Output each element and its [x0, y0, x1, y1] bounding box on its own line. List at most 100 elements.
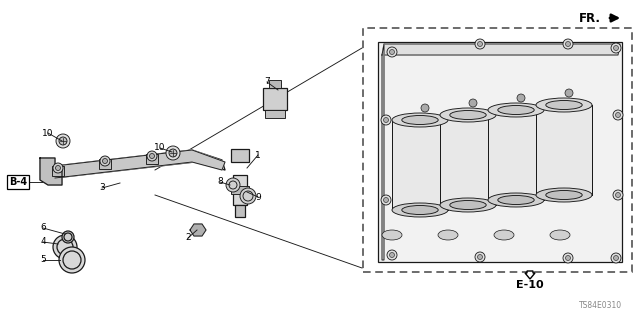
- Circle shape: [517, 94, 525, 102]
- Circle shape: [563, 253, 573, 263]
- Bar: [233, 175, 247, 205]
- Ellipse shape: [488, 193, 544, 207]
- Circle shape: [56, 134, 70, 148]
- Ellipse shape: [550, 230, 570, 240]
- FancyArrow shape: [525, 271, 535, 279]
- Circle shape: [613, 190, 623, 200]
- Polygon shape: [382, 44, 384, 260]
- Text: 3: 3: [99, 183, 105, 192]
- Ellipse shape: [494, 230, 514, 240]
- Circle shape: [381, 115, 391, 125]
- Text: 5: 5: [40, 256, 46, 264]
- Bar: [146, 154, 158, 164]
- Polygon shape: [40, 158, 62, 185]
- Circle shape: [390, 253, 394, 257]
- Circle shape: [477, 41, 483, 47]
- Ellipse shape: [402, 205, 438, 214]
- Circle shape: [102, 159, 108, 164]
- Bar: [231, 149, 249, 162]
- Circle shape: [387, 47, 397, 57]
- Text: 4: 4: [40, 238, 46, 247]
- Ellipse shape: [546, 190, 582, 199]
- Bar: [265, 110, 285, 118]
- Circle shape: [616, 192, 621, 197]
- Circle shape: [59, 247, 85, 273]
- Circle shape: [166, 146, 180, 160]
- Circle shape: [613, 110, 623, 120]
- Ellipse shape: [450, 110, 486, 120]
- Ellipse shape: [440, 198, 496, 212]
- Bar: [378, 42, 622, 262]
- Polygon shape: [190, 224, 206, 236]
- Text: 2: 2: [185, 234, 191, 242]
- Circle shape: [100, 156, 110, 166]
- Text: FR.: FR.: [579, 11, 601, 25]
- Circle shape: [59, 137, 67, 145]
- Circle shape: [566, 256, 570, 261]
- Ellipse shape: [536, 188, 592, 202]
- Text: 8: 8: [217, 177, 223, 187]
- Circle shape: [56, 166, 61, 170]
- Text: 10: 10: [42, 129, 54, 137]
- Ellipse shape: [392, 203, 448, 217]
- Ellipse shape: [498, 106, 534, 115]
- Circle shape: [469, 99, 477, 107]
- Circle shape: [563, 39, 573, 49]
- Bar: [488, 110, 544, 200]
- Circle shape: [475, 252, 485, 262]
- Bar: [235, 205, 245, 217]
- Circle shape: [169, 149, 177, 157]
- Ellipse shape: [498, 196, 534, 204]
- Circle shape: [240, 188, 256, 204]
- Text: E-10: E-10: [516, 280, 544, 290]
- Circle shape: [383, 117, 388, 122]
- Ellipse shape: [546, 100, 582, 109]
- Bar: [52, 166, 64, 176]
- Bar: [99, 159, 111, 169]
- Circle shape: [383, 197, 388, 203]
- Text: 1: 1: [255, 151, 261, 160]
- Circle shape: [53, 163, 63, 173]
- Circle shape: [62, 231, 74, 243]
- Circle shape: [381, 195, 391, 205]
- Polygon shape: [382, 44, 620, 55]
- Circle shape: [53, 235, 77, 259]
- Bar: [440, 115, 496, 205]
- Circle shape: [565, 89, 573, 97]
- Ellipse shape: [402, 115, 438, 124]
- Text: 10: 10: [154, 144, 166, 152]
- Ellipse shape: [440, 108, 496, 122]
- Circle shape: [147, 151, 157, 161]
- Circle shape: [226, 178, 240, 192]
- Bar: [363, 28, 632, 272]
- Circle shape: [614, 256, 618, 261]
- Text: B-4: B-4: [9, 177, 27, 187]
- Ellipse shape: [536, 98, 592, 112]
- Text: 9: 9: [255, 192, 261, 202]
- Ellipse shape: [392, 113, 448, 127]
- Polygon shape: [55, 150, 225, 178]
- Circle shape: [614, 46, 618, 50]
- Ellipse shape: [438, 230, 458, 240]
- Circle shape: [475, 39, 485, 49]
- Ellipse shape: [488, 103, 544, 117]
- Polygon shape: [45, 150, 225, 178]
- Circle shape: [611, 253, 621, 263]
- Text: TS84E0310: TS84E0310: [579, 300, 622, 309]
- Bar: [231, 186, 249, 194]
- Bar: [263, 88, 287, 110]
- Circle shape: [150, 153, 154, 159]
- Circle shape: [616, 113, 621, 117]
- Circle shape: [477, 255, 483, 259]
- Bar: [269, 80, 281, 88]
- Circle shape: [611, 43, 621, 53]
- Text: 7: 7: [264, 78, 270, 86]
- Circle shape: [566, 41, 570, 47]
- Circle shape: [387, 250, 397, 260]
- Ellipse shape: [450, 201, 486, 210]
- Bar: [536, 105, 592, 195]
- Bar: [392, 120, 448, 210]
- Text: 6: 6: [40, 224, 46, 233]
- Circle shape: [421, 104, 429, 112]
- Circle shape: [390, 49, 394, 55]
